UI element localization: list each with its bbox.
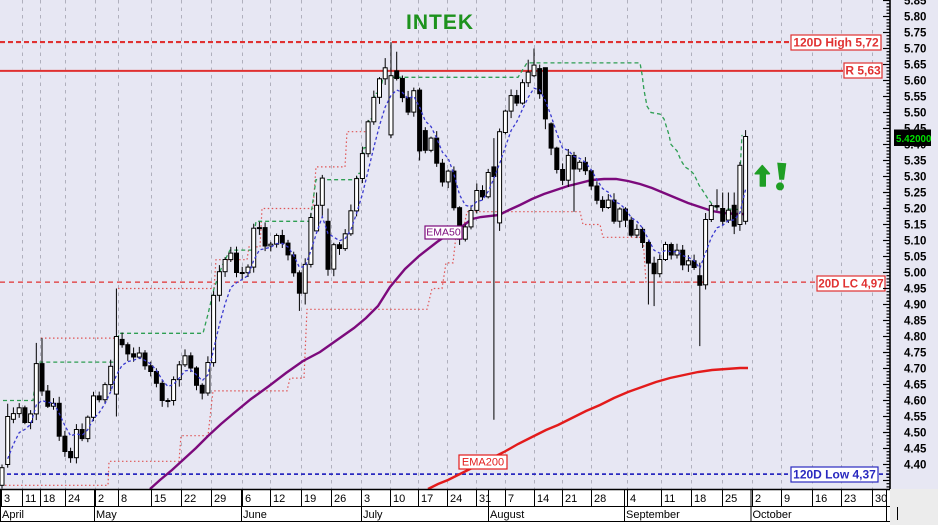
svg-text:10: 10 bbox=[393, 493, 405, 505]
svg-text:9: 9 bbox=[784, 493, 790, 505]
svg-text:4.40: 4.40 bbox=[904, 460, 926, 472]
svg-text:May: May bbox=[96, 509, 117, 521]
svg-text:25: 25 bbox=[725, 493, 737, 505]
svg-text:11: 11 bbox=[664, 493, 675, 505]
svg-text:4.85: 4.85 bbox=[904, 316, 927, 328]
svg-text:4.70: 4.70 bbox=[904, 364, 926, 376]
svg-text:5.55: 5.55 bbox=[904, 92, 927, 104]
svg-text:26: 26 bbox=[334, 493, 346, 505]
svg-text:June: June bbox=[243, 509, 267, 521]
svg-text:EMA200: EMA200 bbox=[462, 457, 504, 469]
svg-text:5.60: 5.60 bbox=[904, 76, 926, 88]
svg-text:5.00: 5.00 bbox=[904, 268, 926, 280]
svg-text:5.70: 5.70 bbox=[904, 44, 926, 56]
svg-text:EMA50: EMA50 bbox=[426, 227, 461, 239]
svg-text:5.25: 5.25 bbox=[904, 188, 927, 200]
svg-text:18: 18 bbox=[694, 493, 706, 505]
svg-text:24: 24 bbox=[68, 493, 80, 505]
svg-text:5.75: 5.75 bbox=[904, 28, 927, 40]
svg-text:5.80: 5.80 bbox=[904, 12, 926, 24]
svg-text:29: 29 bbox=[214, 493, 226, 505]
svg-text:120D High 5,72: 120D High 5,72 bbox=[793, 36, 879, 50]
svg-text:4.90: 4.90 bbox=[904, 300, 926, 312]
svg-text:April: April bbox=[2, 509, 24, 521]
svg-text:4.50: 4.50 bbox=[904, 428, 926, 440]
svg-text:July: July bbox=[363, 509, 383, 521]
svg-text:5.50: 5.50 bbox=[904, 108, 926, 120]
svg-text:17: 17 bbox=[421, 493, 433, 505]
svg-text:22: 22 bbox=[184, 493, 196, 505]
svg-text:4.60: 4.60 bbox=[904, 396, 926, 408]
svg-text:120D Low 4,37: 120D Low 4,37 bbox=[793, 468, 876, 482]
svg-text:19: 19 bbox=[304, 493, 316, 505]
svg-text:5.30: 5.30 bbox=[904, 172, 926, 184]
svg-text:October: October bbox=[753, 509, 792, 521]
svg-text:5.42000: 5.42000 bbox=[896, 134, 932, 145]
svg-text:August: August bbox=[490, 509, 524, 521]
svg-text:4.75: 4.75 bbox=[904, 348, 927, 360]
svg-text:R 5,63: R 5,63 bbox=[845, 64, 881, 78]
svg-text:18: 18 bbox=[43, 493, 55, 505]
svg-text:15: 15 bbox=[154, 493, 166, 505]
svg-text:7: 7 bbox=[508, 493, 514, 505]
svg-text:20D LC 4,97: 20D LC 4,97 bbox=[818, 279, 883, 291]
svg-text:4.95: 4.95 bbox=[904, 284, 927, 296]
svg-text:31: 31 bbox=[479, 493, 491, 505]
svg-text:5.65: 5.65 bbox=[904, 60, 927, 72]
svg-text:30: 30 bbox=[875, 493, 887, 505]
svg-text:5.20: 5.20 bbox=[904, 204, 926, 216]
svg-text:4.80: 4.80 bbox=[904, 332, 926, 344]
svg-text:8: 8 bbox=[121, 493, 127, 505]
svg-text:12: 12 bbox=[273, 493, 285, 505]
svg-text:28: 28 bbox=[594, 493, 606, 505]
svg-text:5.35: 5.35 bbox=[904, 156, 927, 168]
svg-text:5.15: 5.15 bbox=[904, 220, 927, 232]
svg-text:5.85: 5.85 bbox=[904, 0, 927, 8]
svg-text:2: 2 bbox=[755, 493, 761, 505]
svg-text:September: September bbox=[626, 509, 680, 521]
svg-text:3: 3 bbox=[4, 493, 10, 505]
svg-text:4: 4 bbox=[630, 493, 636, 505]
svg-text:14: 14 bbox=[537, 493, 549, 505]
svg-text:4.45: 4.45 bbox=[904, 444, 927, 456]
svg-text:5.05: 5.05 bbox=[904, 252, 927, 264]
svg-text:16: 16 bbox=[815, 493, 827, 505]
svg-text:5.10: 5.10 bbox=[904, 236, 926, 248]
svg-text:INTEK: INTEK bbox=[406, 11, 474, 34]
svg-text:21: 21 bbox=[565, 493, 577, 505]
svg-text:2: 2 bbox=[98, 493, 104, 505]
svg-text:23: 23 bbox=[844, 493, 856, 505]
svg-text:4.65: 4.65 bbox=[904, 380, 927, 392]
svg-text:6: 6 bbox=[245, 493, 251, 505]
svg-text:4.55: 4.55 bbox=[904, 412, 927, 424]
svg-text:3: 3 bbox=[364, 493, 370, 505]
svg-text:11: 11 bbox=[25, 493, 36, 505]
svg-text:24: 24 bbox=[450, 493, 462, 505]
